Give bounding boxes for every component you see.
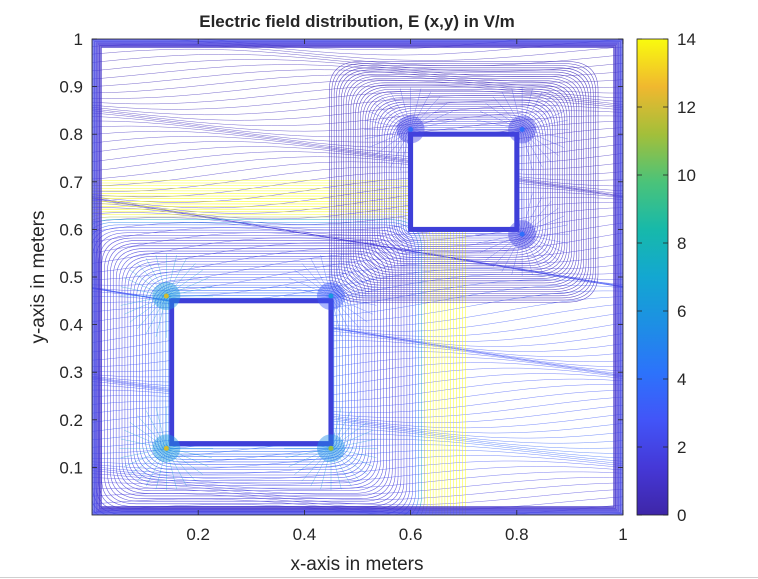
y-tick-label: 0.5 [59,268,83,287]
conductors [169,131,520,447]
chart-title: Electric field distribution, E (x,y) in … [199,12,515,31]
x-axis-label: x-axis in meters [290,554,423,575]
y-axis-label: y-axis in meters [28,210,49,343]
y-tick-label: 0.4 [59,316,83,335]
colorbar-tick-label: 10 [677,166,696,185]
x-tick-label: 1 [618,525,627,544]
hotspot-core [519,126,525,132]
y-tick-label: 0.2 [59,411,83,430]
x-tick-label: 0.6 [399,525,423,544]
hotspots [152,115,537,463]
y-tick-label: 0.8 [59,125,83,144]
x-tick-label: 0.4 [293,525,317,544]
colorbar-tick-label: 12 [677,98,696,117]
colorbar-tick-label: 2 [677,438,686,457]
y-tick-label: 0.3 [59,363,83,382]
y-axis-ticks: 0.1 0.2 0.3 0.4 0.5 0.6 0.7 0.8 0.9 1 [59,30,623,477]
hotspot-core [519,231,525,237]
bottom-rule [0,577,758,578]
x-axis-ticks: 0.2 0.4 0.6 0.8 1 [186,39,628,544]
y-tick-label: 0.7 [59,173,83,192]
colorbar-tick-label: 8 [677,234,686,253]
x-tick-label: 0.8 [505,525,529,544]
plot-area [91,38,624,516]
colorbar-tick-label: 0 [677,506,686,525]
y-tick-label: 0.1 [59,458,83,477]
x-tick-label: 0.2 [186,525,210,544]
conductor-small [408,131,520,232]
hotspot-core [163,445,169,451]
hotspot-core [408,126,414,132]
colorbar-tick-label: 4 [677,370,686,389]
colorbar-gradient [636,38,669,516]
y-tick-label: 0.9 [59,78,83,97]
hotspot-core [328,293,334,299]
y-tick-label: 1 [74,30,83,49]
hotspot-core [163,293,169,299]
colorbar-tick-label: 6 [677,302,686,321]
y-tick-label: 0.6 [59,220,83,239]
colorbar: 0 2 4 6 8 10 12 14 [636,30,696,525]
colorbar-ticks: 0 2 4 6 8 10 12 14 [637,30,696,525]
hotspot-core [328,445,334,451]
colorbar-tick-label: 14 [677,30,696,49]
conductor-large [169,298,334,447]
